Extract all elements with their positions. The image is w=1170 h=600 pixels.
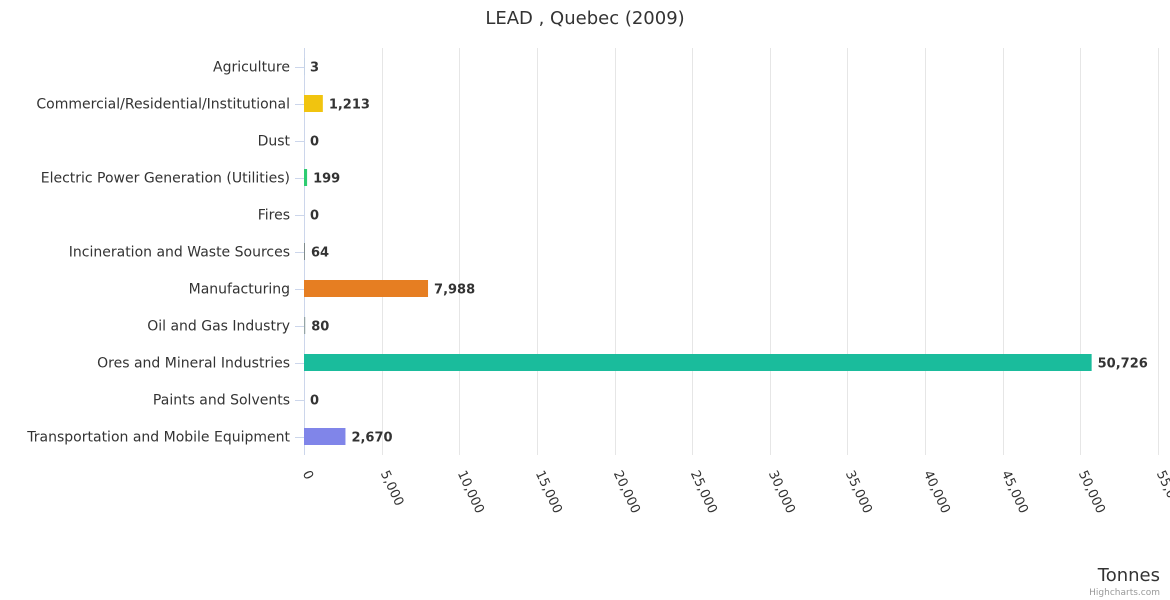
x-tick-label: 15,000 bbox=[532, 468, 565, 516]
data-label: 7,988 bbox=[434, 283, 475, 298]
data-label: 1,213 bbox=[329, 98, 370, 113]
category-label: Ores and Mineral Industries bbox=[97, 356, 290, 372]
data-label: 0 bbox=[310, 135, 319, 150]
x-tick-label: 25,000 bbox=[687, 468, 720, 516]
category-label: Incineration and Waste Sources bbox=[69, 245, 290, 261]
bar[interactable] bbox=[304, 243, 305, 260]
category-label: Electric Power Generation (Utilities) bbox=[41, 171, 290, 187]
bar[interactable] bbox=[304, 280, 429, 297]
chart-title: LEAD , Quebec (2009) bbox=[485, 8, 684, 29]
category-labels: Agriculture Commercial/Residential/Instit… bbox=[26, 48, 305, 455]
x-tick-label: 5,000 bbox=[377, 468, 406, 508]
bar[interactable] bbox=[304, 95, 323, 112]
data-label: 64 bbox=[311, 246, 329, 261]
category-label: Oil and Gas Industry bbox=[147, 319, 290, 335]
x-axis-title: Tonnes bbox=[1097, 565, 1160, 586]
data-label: 199 bbox=[313, 172, 340, 187]
x-tick-label: 35,000 bbox=[842, 468, 875, 516]
x-axis-ticks: 0 5,000 10,000 15,000 20,000 25,000 30,000 35,0… bbox=[299, 468, 1170, 516]
x-tick-label: 50,000 bbox=[1075, 468, 1108, 516]
bar[interactable] bbox=[304, 428, 346, 445]
data-labels: 3 1,213 0 199 0 64 7,988 80 50,726 0 2,670 bbox=[310, 61, 1148, 446]
bar[interactable] bbox=[304, 317, 306, 334]
bar[interactable] bbox=[304, 354, 1092, 371]
x-tick-label: 20,000 bbox=[610, 468, 643, 516]
category-label: Dust bbox=[258, 134, 291, 150]
x-tick-label: 10,000 bbox=[454, 468, 487, 516]
bar[interactable] bbox=[304, 169, 308, 186]
credits-link[interactable]: Highcharts.com bbox=[1089, 588, 1160, 598]
data-label: 80 bbox=[311, 320, 329, 335]
category-label: Commercial/Residential/Institutional bbox=[36, 97, 290, 113]
data-label: 2,670 bbox=[351, 431, 392, 446]
x-tick-label: 40,000 bbox=[920, 468, 953, 516]
grid-lines bbox=[304, 48, 1159, 455]
x-tick-label: 45,000 bbox=[998, 468, 1031, 516]
data-label: 0 bbox=[310, 209, 319, 224]
x-tick-label: 0 bbox=[299, 468, 316, 482]
data-label: 3 bbox=[310, 61, 319, 76]
category-label: Fires bbox=[258, 208, 290, 224]
category-label: Agriculture bbox=[213, 60, 290, 76]
data-label: 50,726 bbox=[1098, 357, 1148, 372]
data-label: 0 bbox=[310, 394, 319, 409]
bars bbox=[304, 58, 1092, 445]
category-label: Paints and Solvents bbox=[153, 393, 290, 409]
x-tick-label: 30,000 bbox=[765, 468, 798, 516]
category-label: Transportation and Mobile Equipment bbox=[26, 430, 290, 446]
x-tick-label: 55,000 bbox=[1153, 468, 1170, 516]
category-label: Manufacturing bbox=[189, 282, 290, 298]
